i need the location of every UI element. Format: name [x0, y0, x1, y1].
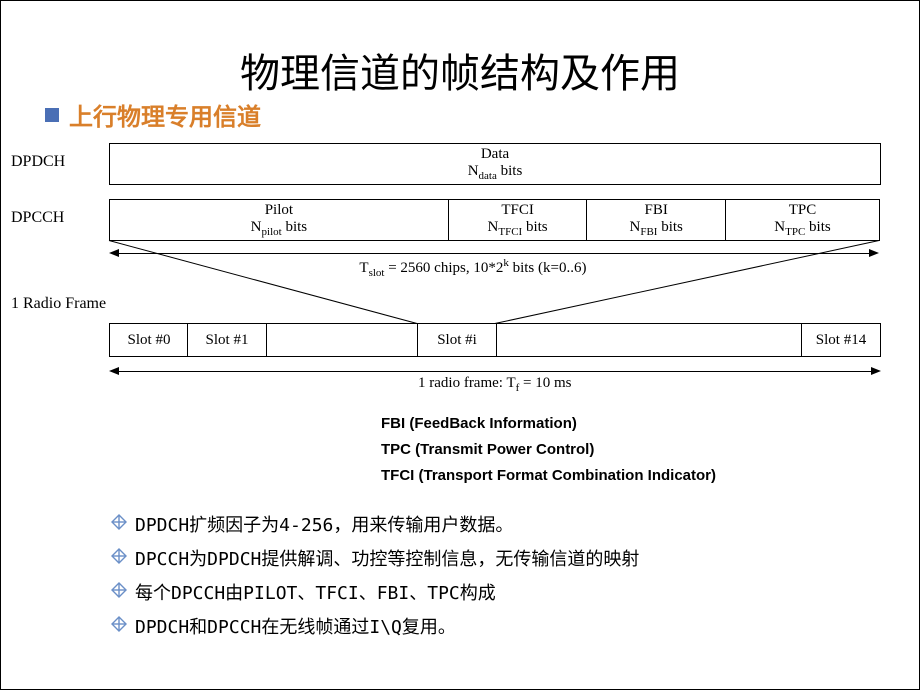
slide: 物理信道的帧结构及作用 上行物理专用信道 DPDCH Data Ndata bi…: [0, 0, 920, 690]
dpdch-line2: Ndata bits: [110, 163, 880, 182]
bullet-text: DPCCH为DPDCH提供解调、功控等控制信息，无传输信道的映射: [135, 545, 639, 571]
diamond-icon: [111, 514, 127, 530]
bullet-line-0: DPDCH扩频因子为4-256，用来传输用户数据。: [111, 511, 871, 537]
frame-diagram: DPDCH Data Ndata bits DPCCH PilotNpilot …: [11, 143, 911, 403]
legend-fbi: FBI (FeedBack Information): [381, 415, 577, 432]
diamond-icon: [111, 548, 127, 564]
dpdch-line1: Data: [110, 146, 880, 163]
frame-note: 1 radio frame: Tf = 10 ms: [414, 375, 576, 394]
legend-tfci: TFCI (Transport Format Combination Indic…: [381, 467, 716, 484]
slot-1: Slot #1: [187, 323, 267, 357]
radio-frame-label: 1 Radio Frame: [11, 295, 106, 313]
diamond-icon: [111, 616, 127, 632]
dpdch-data-box: Data Ndata bits: [109, 143, 881, 185]
subtitle-row: 上行物理专用信道: [45, 97, 261, 132]
bullet-text: DPDCH扩频因子为4-256，用来传输用户数据。: [135, 511, 513, 537]
bullet-line-3: DPDCH和DPCCH在无线帧通过I\Q复用。: [111, 613, 871, 639]
square-bullet-icon: [45, 108, 59, 122]
subtitle-text: 上行物理专用信道: [69, 97, 261, 132]
legend-tpc: TPC (Transmit Power Control): [381, 441, 594, 458]
bullet-list: DPDCH扩频因子为4-256，用来传输用户数据。 DPCCH为DPDCH提供解调…: [111, 511, 871, 647]
slot-14: Slot #14: [801, 323, 881, 357]
slot-0: Slot #0: [109, 323, 189, 357]
dpcch-label: DPCCH: [11, 209, 64, 227]
dpdch-label: DPDCH: [11, 153, 65, 171]
dpcch-field-tfci: TFCINTFCI bits: [448, 199, 588, 241]
diamond-icon: [111, 582, 127, 598]
tslot-note: Tslot = 2560 chips, 10*2k bits (k=0..6): [355, 257, 590, 279]
slot-i: Slot #i: [417, 323, 497, 357]
bullet-text: 每个DPCCH由PILOT、TFCI、FBI、TPC构成: [135, 579, 496, 605]
dpcch-field-tpc: TPCNTPC bits: [725, 199, 880, 241]
dpcch-field-pilot: PilotNpilot bits: [109, 199, 449, 241]
bullet-text: DPDCH和DPCCH在无线帧通过I\Q复用。: [135, 613, 456, 639]
dpcch-field-fbi: FBINFBI bits: [586, 199, 726, 241]
bullet-line-1: DPCCH为DPDCH提供解调、功控等控制信息，无传输信道的映射: [111, 545, 871, 571]
bullet-line-2: 每个DPCCH由PILOT、TFCI、FBI、TPC构成: [111, 579, 871, 605]
slide-title: 物理信道的帧结构及作用: [1, 41, 919, 99]
